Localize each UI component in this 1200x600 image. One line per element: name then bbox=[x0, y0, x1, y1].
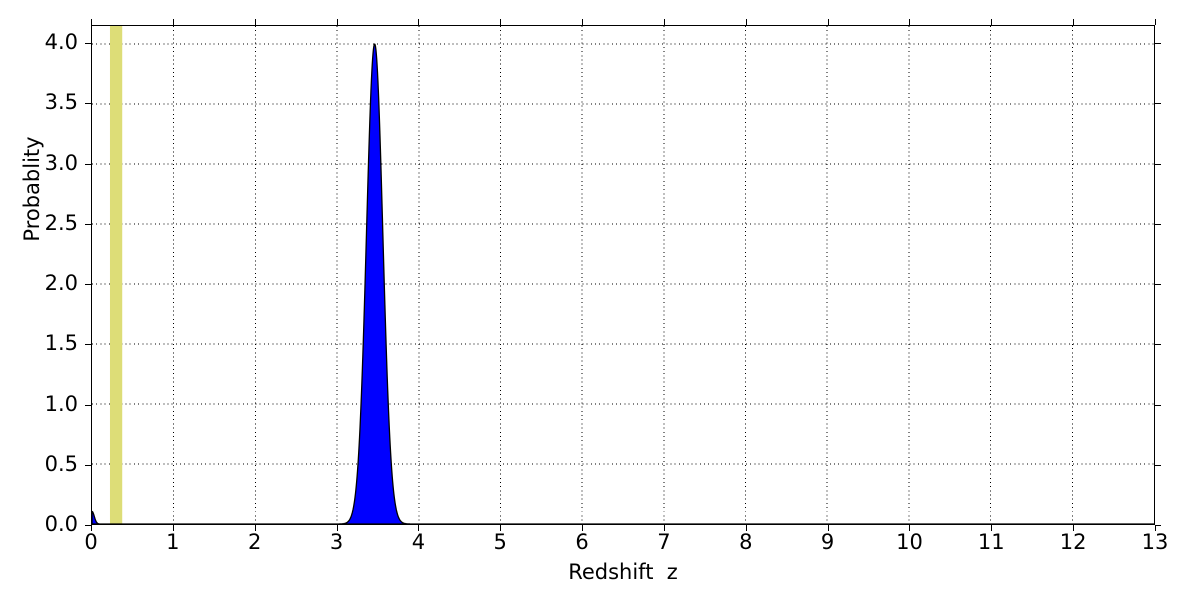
x-tick-mark bbox=[909, 525, 911, 531]
x-tick-mark bbox=[663, 525, 665, 531]
y-tick-mark-right bbox=[1155, 464, 1161, 466]
x-tick-label: 2 bbox=[248, 530, 262, 554]
x-tick-mark-top bbox=[500, 19, 502, 25]
x-tick-mark-top bbox=[418, 19, 420, 25]
plot-area bbox=[91, 25, 1155, 525]
x-tick-mark-top bbox=[827, 19, 829, 25]
y-tick-mark-right bbox=[1155, 525, 1161, 526]
x-tick-mark-top bbox=[991, 19, 993, 25]
x-tick-label: 5 bbox=[493, 530, 507, 554]
y-tick-mark bbox=[85, 163, 91, 165]
y-tick-mark bbox=[85, 404, 91, 406]
y-tick-label: 4.0 bbox=[44, 30, 78, 55]
x-tick-label: 0 bbox=[84, 530, 98, 554]
x-tick-label: 4 bbox=[411, 530, 426, 554]
redshift-probability-curve bbox=[92, 26, 1154, 524]
x-tick-label: 6 bbox=[575, 530, 589, 554]
x-tick-mark-top bbox=[663, 19, 665, 25]
y-tick-mark-right bbox=[1155, 404, 1161, 406]
y-tick-mark bbox=[85, 525, 91, 526]
x-tick-label: 1 bbox=[166, 530, 180, 554]
y-tick-mark bbox=[85, 284, 91, 286]
x-axis-title: Redshift z bbox=[568, 560, 678, 584]
x-tick-mark bbox=[254, 525, 256, 531]
x-tick-label: 8 bbox=[739, 530, 753, 554]
x-tick-mark bbox=[172, 525, 174, 531]
y-tick-mark-right bbox=[1155, 163, 1161, 165]
y-tick-label: 1.0 bbox=[44, 391, 78, 416]
y-tick-mark bbox=[85, 464, 91, 466]
y-tick-label: 2.5 bbox=[44, 210, 78, 235]
x-tick-mark-top bbox=[582, 19, 584, 25]
y-tick-mark bbox=[85, 43, 91, 45]
highlighted-redshift-band bbox=[92, 26, 1154, 524]
x-tick-label: 3 bbox=[329, 530, 344, 554]
y-tick-mark bbox=[85, 344, 91, 346]
x-tick-mark bbox=[1073, 525, 1075, 531]
x-tick-mark bbox=[827, 525, 829, 531]
x-tick-mark-top bbox=[91, 19, 92, 25]
y-tick-label: 3.5 bbox=[44, 90, 78, 115]
x-tick-label: 12 bbox=[1059, 530, 1087, 554]
y-tick-mark bbox=[85, 103, 91, 105]
x-tick-mark bbox=[91, 525, 92, 531]
x-tick-mark bbox=[991, 525, 993, 531]
x-tick-mark-top bbox=[336, 19, 338, 25]
y-tick-label: 0.0 bbox=[44, 512, 78, 536]
x-tick-mark bbox=[582, 525, 584, 531]
x-tick-mark bbox=[500, 525, 502, 531]
x-tick-mark bbox=[1155, 525, 1156, 531]
y-tick-label: 1.5 bbox=[44, 331, 78, 356]
x-tick-mark-top bbox=[254, 19, 256, 25]
x-tick-mark-top bbox=[172, 19, 174, 25]
gridlines bbox=[92, 26, 1154, 524]
x-tick-mark-top bbox=[745, 19, 747, 25]
x-tick-mark-top bbox=[1073, 19, 1075, 25]
x-tick-label: 11 bbox=[977, 530, 1005, 554]
y-tick-mark bbox=[85, 223, 91, 225]
y-tick-mark-right bbox=[1155, 43, 1161, 45]
y-tick-label: 2.0 bbox=[44, 271, 78, 296]
x-tick-label: 10 bbox=[896, 530, 923, 554]
x-tick-mark bbox=[418, 525, 420, 531]
x-tick-mark bbox=[745, 525, 747, 531]
x-tick-label: 9 bbox=[820, 530, 835, 554]
x-tick-mark bbox=[336, 525, 338, 531]
y-tick-mark-right bbox=[1155, 103, 1161, 105]
x-tick-mark-top bbox=[909, 19, 911, 25]
y-tick-mark-right bbox=[1155, 223, 1161, 225]
x-tick-mark-top bbox=[1155, 19, 1156, 25]
x-tick-label: 7 bbox=[657, 530, 671, 554]
y-tick-label: 0.5 bbox=[44, 451, 78, 476]
y-tick-mark-right bbox=[1155, 284, 1161, 286]
y-tick-label: 3.0 bbox=[44, 150, 78, 175]
y-axis-title: Probablity bbox=[20, 136, 44, 242]
x-tick-label: 13 bbox=[1141, 530, 1169, 554]
y-tick-mark-right bbox=[1155, 344, 1161, 346]
